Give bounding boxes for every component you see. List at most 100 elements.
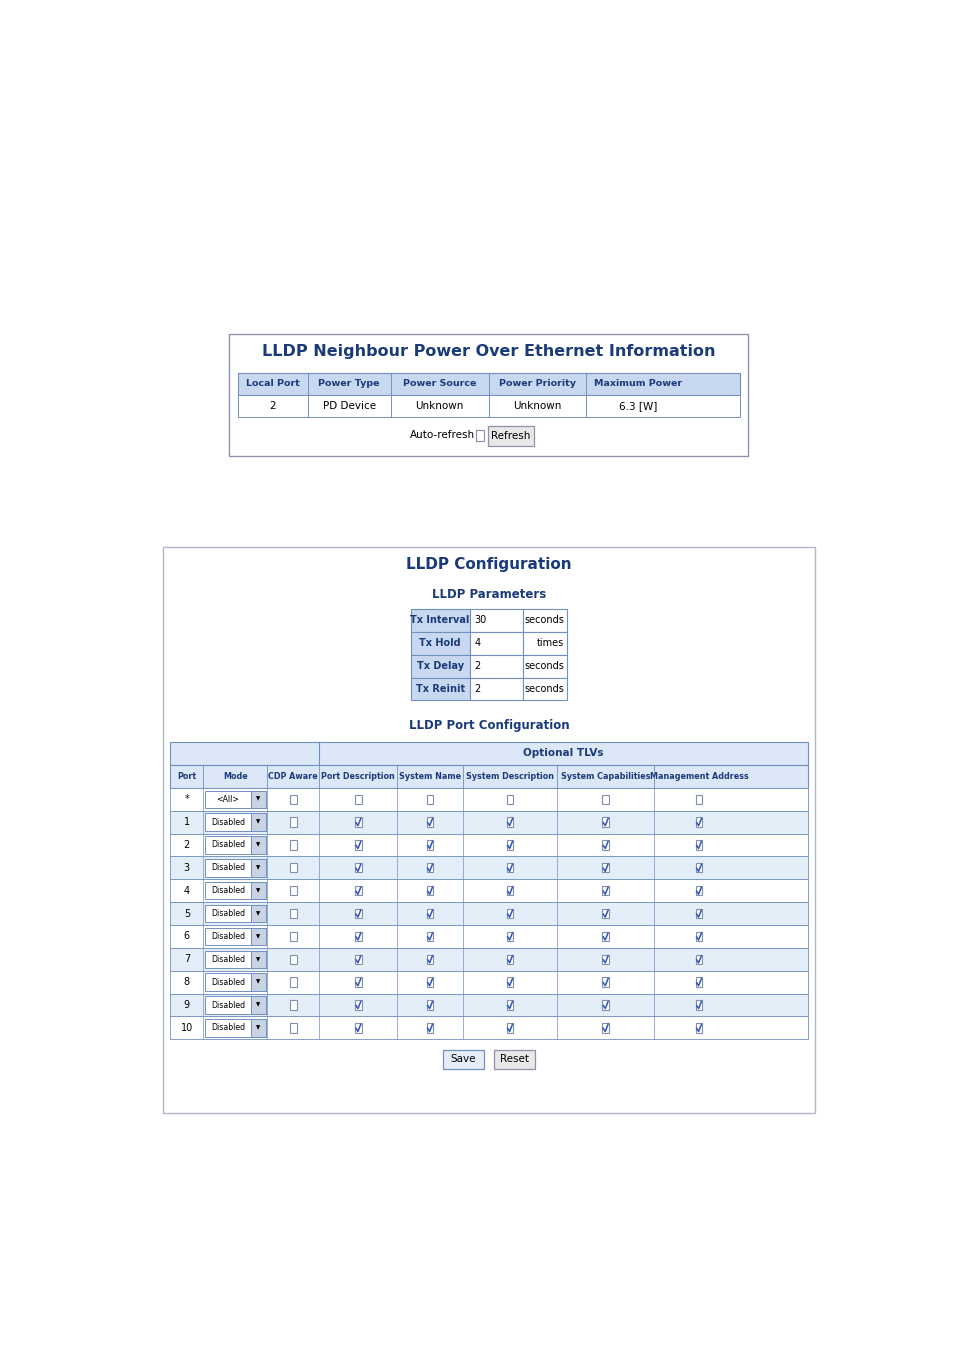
Text: 8: 8 xyxy=(184,977,190,987)
Text: PD Device: PD Device xyxy=(322,401,375,410)
Text: Mode: Mode xyxy=(223,772,248,780)
Text: Unknown: Unknown xyxy=(513,401,561,410)
Text: 2: 2 xyxy=(474,662,480,671)
FancyBboxPatch shape xyxy=(506,977,513,987)
FancyBboxPatch shape xyxy=(695,954,701,964)
FancyBboxPatch shape xyxy=(205,836,265,853)
FancyBboxPatch shape xyxy=(469,678,522,701)
Text: ▼: ▼ xyxy=(256,980,260,984)
FancyBboxPatch shape xyxy=(205,904,265,922)
FancyBboxPatch shape xyxy=(290,817,296,826)
FancyBboxPatch shape xyxy=(290,977,296,987)
FancyBboxPatch shape xyxy=(426,863,433,872)
FancyBboxPatch shape xyxy=(695,795,701,803)
FancyBboxPatch shape xyxy=(355,1000,361,1010)
FancyBboxPatch shape xyxy=(251,836,265,853)
FancyBboxPatch shape xyxy=(426,977,433,987)
FancyBboxPatch shape xyxy=(170,948,807,971)
FancyBboxPatch shape xyxy=(522,655,567,678)
FancyBboxPatch shape xyxy=(251,791,265,807)
FancyBboxPatch shape xyxy=(163,547,814,1114)
FancyBboxPatch shape xyxy=(170,810,807,833)
Text: Local Port: Local Port xyxy=(246,379,299,389)
FancyBboxPatch shape xyxy=(290,840,296,849)
Text: 6: 6 xyxy=(184,931,190,941)
FancyBboxPatch shape xyxy=(601,977,608,987)
FancyBboxPatch shape xyxy=(522,678,567,701)
Text: Tx Reinit: Tx Reinit xyxy=(416,684,464,694)
FancyBboxPatch shape xyxy=(601,1000,608,1010)
Text: Tx Interval: Tx Interval xyxy=(410,616,469,625)
FancyBboxPatch shape xyxy=(426,931,433,941)
Text: 10: 10 xyxy=(180,1023,193,1033)
Text: seconds: seconds xyxy=(524,684,564,694)
Text: Save: Save xyxy=(450,1054,476,1064)
Text: Disabled: Disabled xyxy=(211,863,245,872)
Text: 5: 5 xyxy=(184,909,190,918)
Text: Management Address: Management Address xyxy=(649,772,747,780)
FancyBboxPatch shape xyxy=(506,1023,513,1033)
Text: ▼: ▼ xyxy=(256,1003,260,1007)
FancyBboxPatch shape xyxy=(426,954,433,964)
FancyBboxPatch shape xyxy=(355,977,361,987)
Text: Refresh: Refresh xyxy=(491,431,530,441)
FancyBboxPatch shape xyxy=(205,927,265,945)
Text: 9: 9 xyxy=(184,1000,190,1010)
FancyBboxPatch shape xyxy=(426,1000,433,1010)
FancyBboxPatch shape xyxy=(506,909,513,918)
Text: Tx Delay: Tx Delay xyxy=(416,662,463,671)
FancyBboxPatch shape xyxy=(695,977,701,987)
Text: 4: 4 xyxy=(184,886,190,895)
Text: ▼: ▼ xyxy=(256,888,260,894)
FancyBboxPatch shape xyxy=(601,909,608,918)
FancyBboxPatch shape xyxy=(251,814,265,830)
FancyBboxPatch shape xyxy=(601,817,608,826)
Text: Power Priority: Power Priority xyxy=(498,379,576,389)
FancyBboxPatch shape xyxy=(494,1050,535,1069)
FancyBboxPatch shape xyxy=(506,931,513,941)
Text: Disabled: Disabled xyxy=(211,841,245,849)
FancyBboxPatch shape xyxy=(290,1000,296,1010)
Text: LLDP Parameters: LLDP Parameters xyxy=(432,589,545,601)
FancyBboxPatch shape xyxy=(469,609,522,632)
Text: Optional TLVs: Optional TLVs xyxy=(522,748,603,759)
Text: 30: 30 xyxy=(474,616,486,625)
FancyBboxPatch shape xyxy=(601,840,608,849)
FancyBboxPatch shape xyxy=(355,954,361,964)
FancyBboxPatch shape xyxy=(410,632,469,655)
FancyBboxPatch shape xyxy=(601,931,608,941)
FancyBboxPatch shape xyxy=(601,886,608,895)
Text: System Capabilities: System Capabilities xyxy=(560,772,650,780)
FancyBboxPatch shape xyxy=(695,863,701,872)
FancyBboxPatch shape xyxy=(170,1017,807,1040)
Text: ▼: ▼ xyxy=(256,957,260,961)
FancyBboxPatch shape xyxy=(290,909,296,918)
FancyBboxPatch shape xyxy=(476,429,484,441)
FancyBboxPatch shape xyxy=(410,609,469,632)
FancyBboxPatch shape xyxy=(205,882,265,899)
FancyBboxPatch shape xyxy=(426,817,433,826)
Text: 7: 7 xyxy=(184,954,190,964)
Text: seconds: seconds xyxy=(524,616,564,625)
FancyBboxPatch shape xyxy=(290,886,296,895)
FancyBboxPatch shape xyxy=(695,1023,701,1033)
FancyBboxPatch shape xyxy=(170,971,807,994)
FancyBboxPatch shape xyxy=(290,795,296,803)
FancyBboxPatch shape xyxy=(695,909,701,918)
FancyBboxPatch shape xyxy=(695,931,701,941)
FancyBboxPatch shape xyxy=(170,925,807,948)
FancyBboxPatch shape xyxy=(695,840,701,849)
FancyBboxPatch shape xyxy=(205,814,265,830)
FancyBboxPatch shape xyxy=(251,1019,265,1037)
Text: Disabled: Disabled xyxy=(211,977,245,987)
FancyBboxPatch shape xyxy=(251,996,265,1014)
Text: Port: Port xyxy=(177,772,196,780)
Text: LLDP Configuration: LLDP Configuration xyxy=(406,558,571,572)
FancyBboxPatch shape xyxy=(426,1023,433,1033)
Text: CDP Aware: CDP Aware xyxy=(268,772,317,780)
Text: 6.3 [W]: 6.3 [W] xyxy=(618,401,657,410)
FancyBboxPatch shape xyxy=(170,765,807,788)
Text: <All>: <All> xyxy=(216,795,239,803)
FancyBboxPatch shape xyxy=(205,973,265,991)
FancyBboxPatch shape xyxy=(601,954,608,964)
